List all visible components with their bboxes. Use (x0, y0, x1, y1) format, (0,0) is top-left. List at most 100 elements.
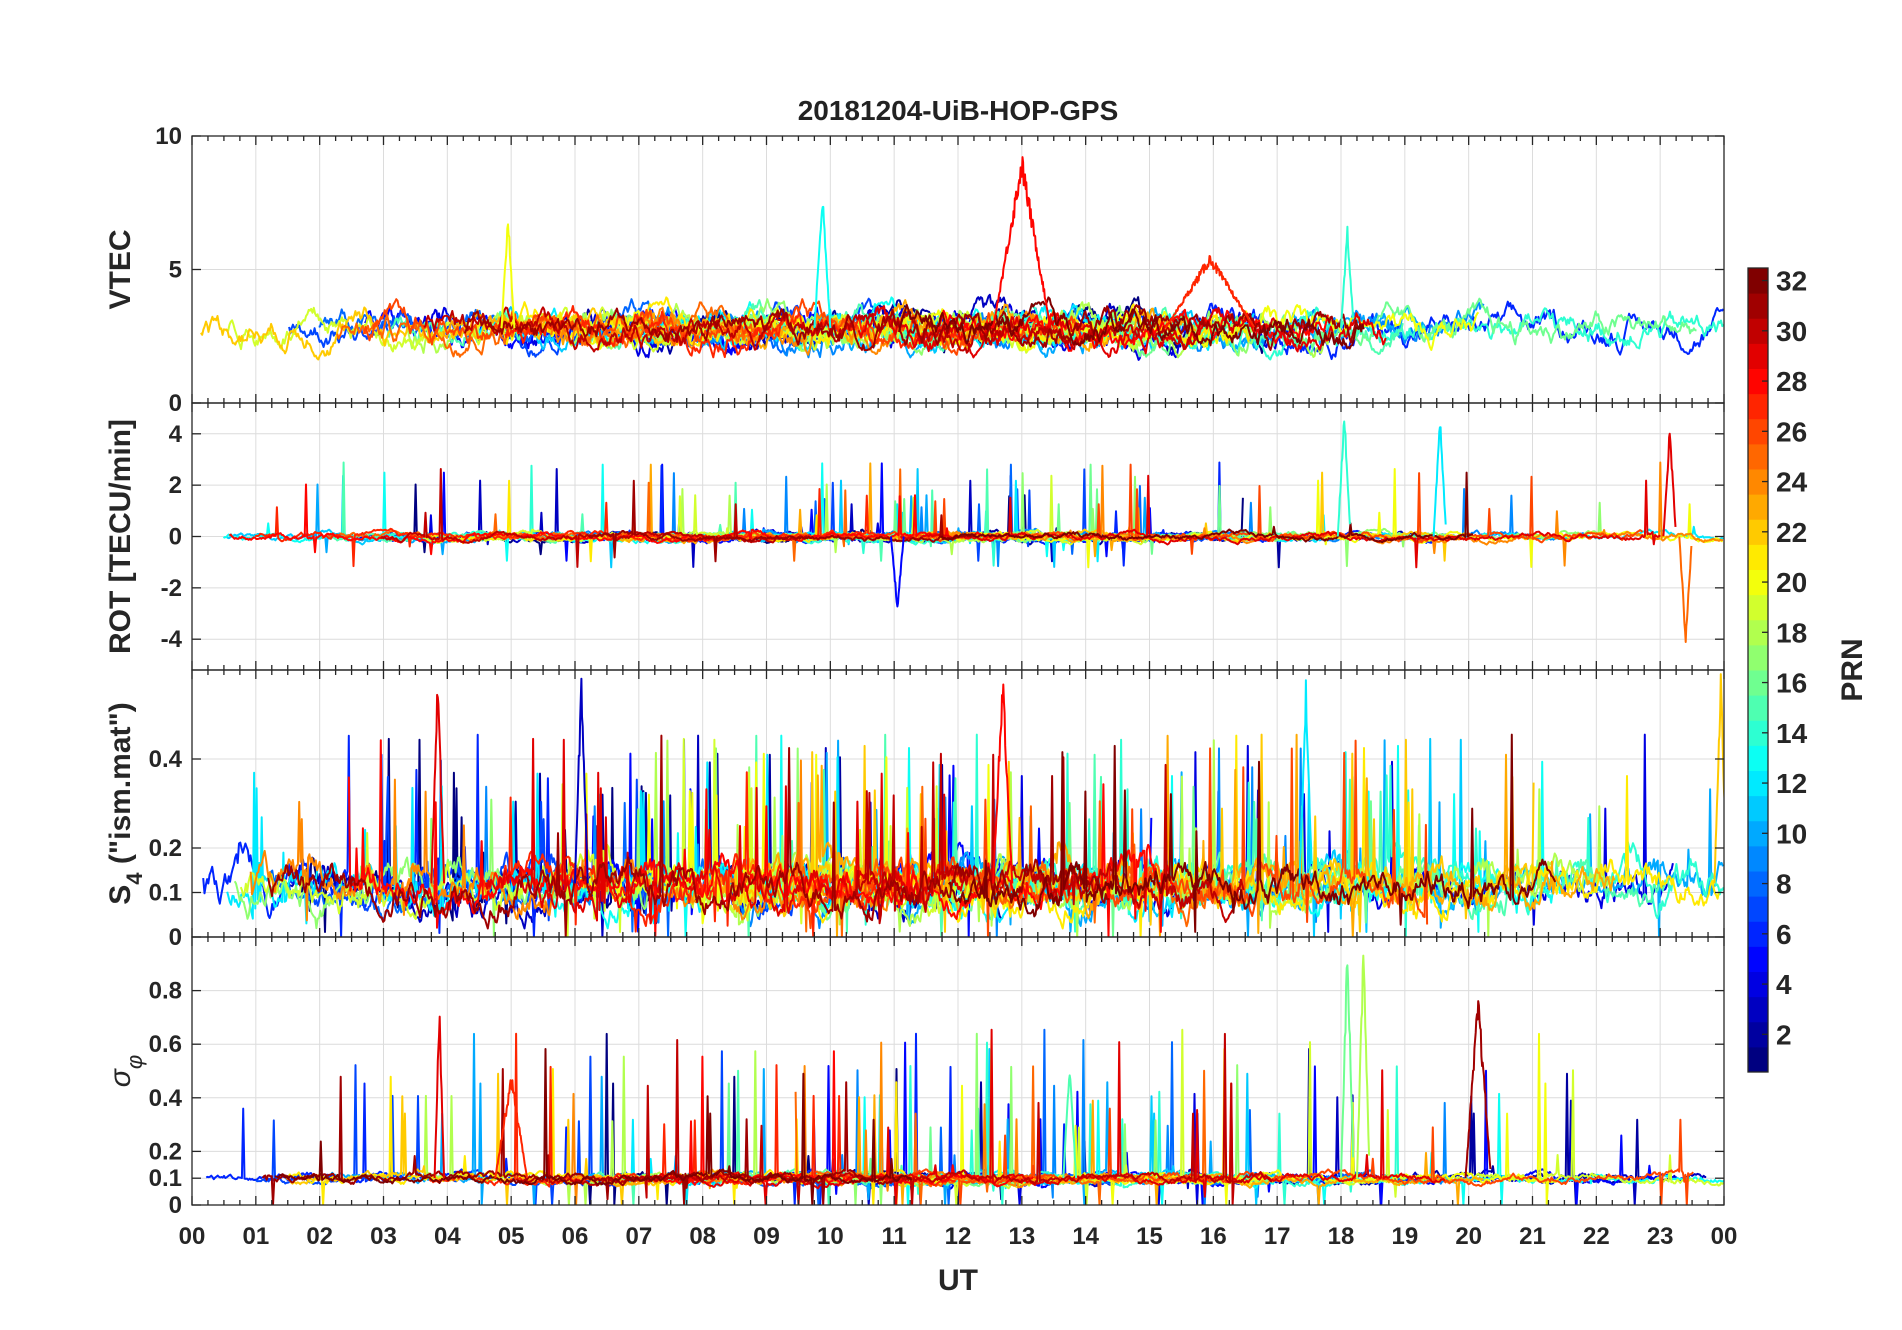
event-trace-prn-13 (813, 205, 832, 329)
event-trace-prn-22 (1713, 673, 1724, 884)
x-tick-label: 20 (1455, 1223, 1482, 1250)
colorbar-tick-label: 28 (1776, 366, 1807, 397)
x-tick-label: 07 (625, 1223, 652, 1250)
colorbar-tick-label: 16 (1776, 668, 1807, 699)
y-tick-label: 2 (169, 472, 182, 499)
trace-prn-31 (261, 1068, 902, 1205)
x-tick-label: 19 (1391, 1223, 1418, 1250)
x-tick-label: 21 (1519, 1223, 1546, 1250)
colorbar-tick-label: 14 (1776, 718, 1808, 749)
colorbar-segment (1748, 443, 1768, 470)
trace-prn-26 (362, 298, 1086, 356)
y-label-sub: 4 (122, 872, 147, 885)
y-tick-label: 4 (169, 421, 183, 448)
x-tick-label: 09 (753, 1223, 780, 1250)
y-tick-label: -4 (161, 626, 183, 653)
trace-prn-7 (671, 468, 1274, 562)
colorbar-tick-label: 12 (1776, 768, 1807, 799)
event-trace-prn-27 (1164, 255, 1256, 329)
colorbar-segment (1748, 418, 1768, 445)
colorbar-tick-label: 20 (1776, 567, 1807, 598)
y-tick-label: 0.4 (149, 746, 183, 773)
colorbar-segment (1748, 519, 1768, 545)
x-tick-label: 03 (370, 1223, 397, 1250)
colorbar-segment (1748, 896, 1768, 922)
colorbar-segment (1748, 820, 1768, 847)
x-tick-label: 08 (689, 1223, 716, 1250)
y-tick-label: 0.8 (149, 978, 182, 1005)
y-axis-label-s4: S4 ("ism.mat") (104, 702, 147, 904)
colorbar-segment (1748, 293, 1768, 319)
x-tick-label: 14 (1072, 1223, 1099, 1250)
event-trace-prn-14 (1336, 420, 1351, 537)
trace-prn-11 (226, 468, 1083, 569)
event-trace-prn-20 (500, 223, 516, 329)
trace-prn-32 (947, 733, 1557, 933)
colorbar-segment (1748, 619, 1768, 646)
y-tick-label: 0.6 (149, 1031, 182, 1058)
colorbar-segment (1748, 494, 1768, 520)
y-axis-label-rot: ROT [TECU/min] (104, 419, 137, 654)
trace-prn-32 (274, 1048, 913, 1205)
y-axis-label-sigma: σφ (104, 1055, 147, 1087)
y-tick-label: 5 (169, 257, 182, 284)
colorbar-segment (1748, 343, 1768, 369)
y-tick-label: 0 (169, 924, 182, 951)
colorbar-segment (1748, 368, 1768, 395)
y-label-sub: φ (122, 1055, 147, 1069)
trace-prn-27 (254, 488, 886, 568)
colorbar-tick-label: 26 (1776, 416, 1807, 447)
event-trace-prn-5 (890, 536, 905, 608)
event-trace-prn-31 (1464, 1000, 1492, 1179)
event-trace-prn-28 (992, 156, 1052, 329)
y-label-main: S (104, 885, 137, 905)
colorbar-tick-label: 32 (1776, 266, 1807, 297)
colorbar-segment (1748, 670, 1768, 696)
y-tick-label: 0.2 (149, 835, 182, 862)
event-trace-prn-12 (1432, 426, 1447, 537)
event-trace-prn-18 (1356, 954, 1371, 1179)
colorbar-tick-label: 10 (1776, 818, 1807, 849)
colorbar-tick-label: 24 (1776, 467, 1808, 498)
event-trace-prn-14 (1340, 225, 1355, 329)
panel-vtec: 0 5 10 VTEC (104, 123, 1725, 417)
colorbar-segment (1748, 720, 1768, 746)
colorbar-tick-label: 6 (1776, 919, 1792, 950)
x-tick-label: 05 (498, 1223, 525, 1250)
trace-prn-17 (944, 472, 1603, 568)
colorbar-tick-label: 18 (1776, 617, 1807, 648)
colorbar-segment (1748, 318, 1768, 344)
colorbar-segment (1748, 393, 1768, 420)
trace-prn-26 (796, 739, 1429, 937)
event-trace-prn-25 (1678, 536, 1693, 643)
colorbar-segment (1748, 569, 1768, 596)
x-tick-label: 15 (1136, 1223, 1163, 1250)
x-tick-label: 00 (1711, 1223, 1738, 1250)
colorbar-segment (1748, 946, 1768, 972)
colorbar-tick-label: 30 (1776, 316, 1807, 347)
colorbar-segment (1748, 770, 1768, 797)
x-tick-label: 02 (306, 1223, 333, 1250)
colorbar-tick-label: 8 (1776, 869, 1792, 900)
x-tick-label: 13 (1008, 1223, 1035, 1250)
colorbar-tick-label: 22 (1776, 517, 1807, 548)
colorbar-segment (1748, 1021, 1768, 1048)
x-tick-label: 12 (945, 1223, 972, 1250)
trace-prn-2 (874, 474, 1451, 569)
x-tick-label: 10 (817, 1223, 844, 1250)
event-trace-prn-12 (1298, 679, 1313, 884)
colorbar-segment (1748, 996, 1768, 1023)
colorbar-label: PRN (1836, 638, 1869, 701)
colorbar-segment (1748, 795, 1768, 822)
x-axis: UT 00 01 02 03 04 05 06 07 08 09 10 11 12 13 14 15 16 17 1… (179, 1223, 1738, 1297)
x-tick-label: 23 (1647, 1223, 1674, 1250)
colorbar-segment (1748, 745, 1768, 771)
event-trace-prn-29 (433, 1015, 446, 1179)
panel-s4: 00.10.20.4S4 ("ism.mat") (104, 669, 1725, 951)
trace-prn-32 (940, 471, 1474, 544)
colorbar-segment (1748, 594, 1768, 621)
colorbar-segment (1748, 871, 1768, 897)
